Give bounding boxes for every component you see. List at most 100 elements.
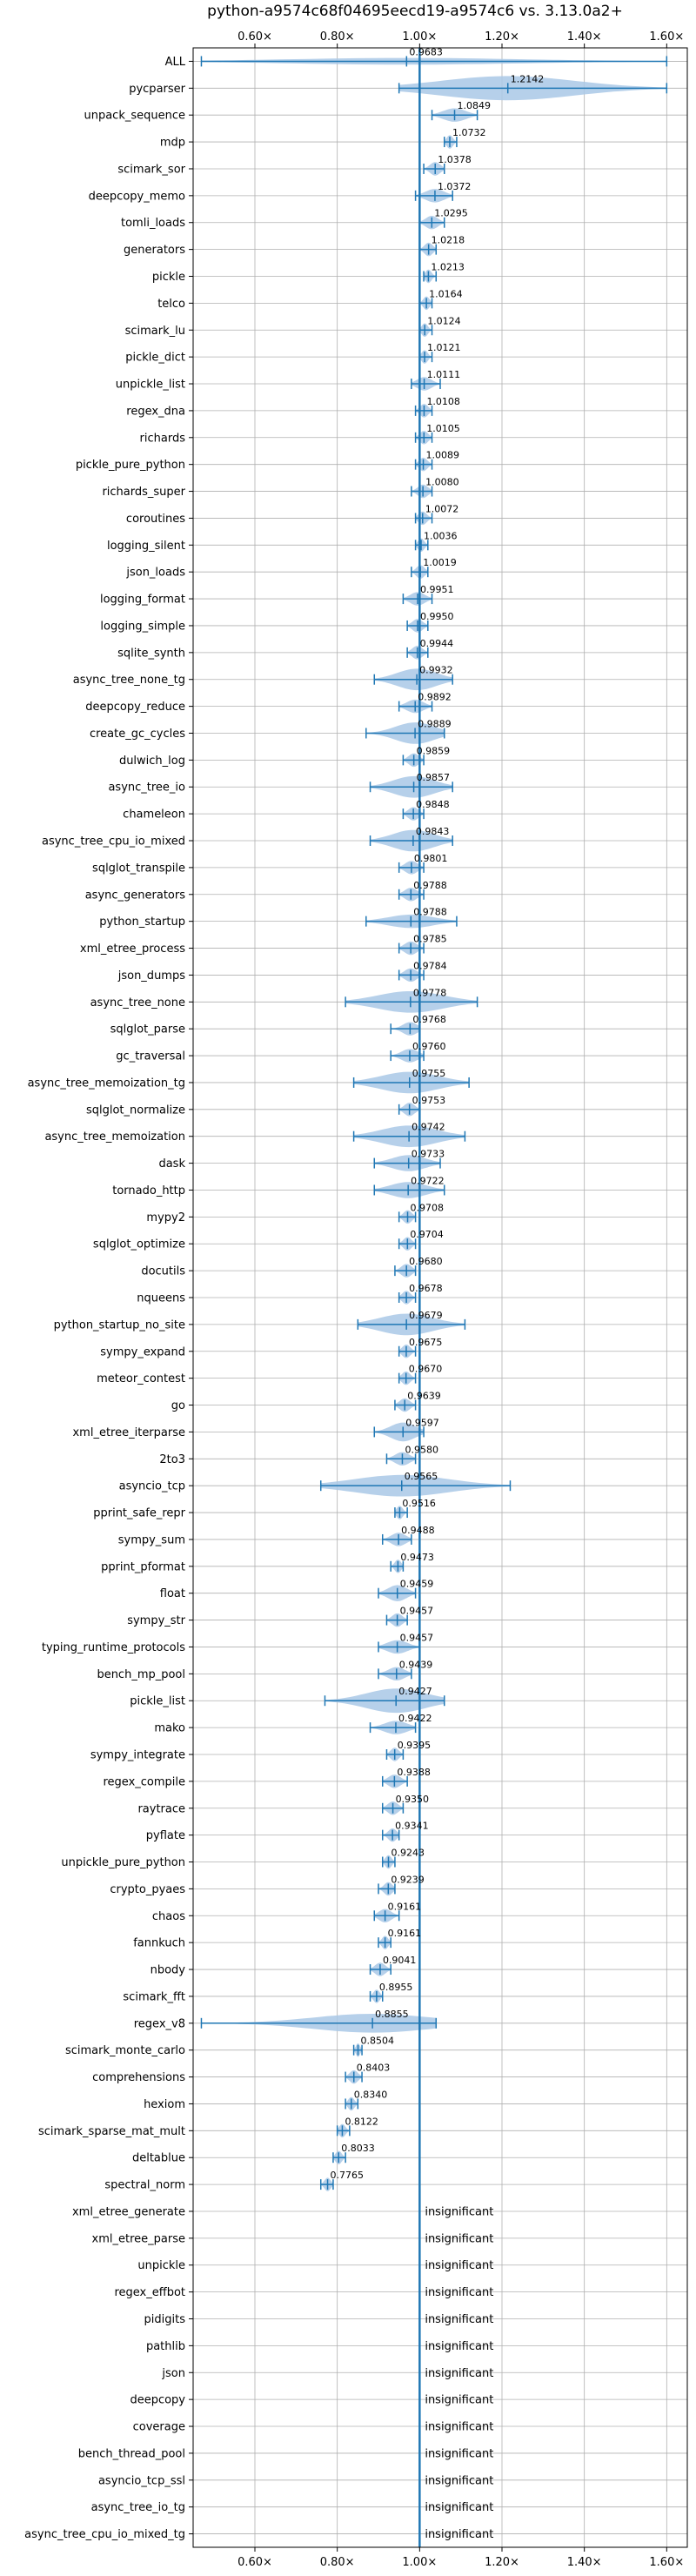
benchmark-label: sympy_expand (100, 1345, 185, 1358)
benchmark-label: scimark_sor (117, 163, 185, 176)
x-tick-label-top: 1.60× (649, 30, 684, 44)
value-label: 0.9784 (413, 960, 447, 971)
value-label: 0.9427 (398, 1686, 432, 1697)
benchmark-label: python_startup (99, 916, 185, 929)
x-tick-label-bottom: 0.60× (238, 2556, 272, 2569)
value-label: 1.0072 (425, 503, 459, 514)
benchmark-label: spectral_norm (104, 2179, 185, 2192)
value-label: 0.9753 (412, 1095, 445, 1106)
benchmark-label: asyncio_tcp_ssl (98, 2474, 185, 2487)
x-tick-label-bottom: 1.00× (402, 2556, 437, 2569)
benchmark-label: logging_simple (100, 620, 185, 633)
benchmark-label: scimark_fft (123, 1990, 185, 2003)
insignificant-label: insignificant (425, 2286, 493, 2299)
benchmark-label: pprint_pformat (101, 1560, 185, 1573)
benchmark-label: pickle (152, 271, 185, 284)
value-label: 0.9459 (400, 1579, 434, 1590)
value-label: 0.9675 (409, 1337, 443, 1348)
benchmark-label: logging_format (100, 594, 185, 607)
value-label: 0.9843 (416, 826, 449, 837)
insignificant-label: insignificant (425, 2501, 493, 2514)
value-label: 1.0295 (434, 208, 467, 219)
benchmark-label: dask (158, 1157, 185, 1171)
value-label: 0.9755 (412, 1068, 446, 1079)
benchmark-label: pickle_pure_python (76, 459, 185, 472)
benchmark-label: scimark_sparse_mat_mult (38, 2125, 185, 2138)
value-label: 0.8504 (361, 2036, 395, 2047)
benchmark-label: xml_etree_parse (92, 2232, 185, 2245)
insignificant-label: insignificant (425, 2421, 493, 2434)
benchmark-label: json_dumps (117, 969, 185, 983)
grid (189, 44, 687, 2552)
value-label: 0.9161 (388, 1901, 422, 1912)
benchmark-label: regex_compile (103, 1775, 185, 1788)
benchmark-label: python_startup_no_site (54, 1318, 185, 1332)
chart-title: python-a9574c68f04695eecd19-a9574c6 vs. … (207, 3, 623, 20)
benchmark-label: 2to3 (159, 1453, 185, 1466)
benchmark-label: xml_etree_iterparse (72, 1426, 185, 1439)
x-tick-label-top: 1.00× (402, 30, 437, 44)
benchmark-label: async_tree_none (90, 996, 185, 1010)
benchmark-label: coverage (133, 2421, 185, 2434)
benchmark-label: richards_super (102, 486, 185, 499)
benchmark-label: pathlib (146, 2340, 185, 2353)
value-label: 0.9488 (401, 1525, 435, 1536)
x-tick-label-top: 1.20× (485, 30, 519, 44)
value-label: 0.9778 (413, 987, 446, 998)
benchmark-label: regex_dna (126, 405, 185, 418)
benchmark-label: pidigits (144, 2313, 186, 2326)
benchmark-label: async_tree_cpu_io_mixed (42, 835, 185, 849)
value-label: 0.9760 (412, 1041, 446, 1052)
benchmark-label: regex_v8 (134, 2017, 185, 2030)
value-label: 0.9932 (419, 665, 452, 676)
benchmark-label: async_generators (85, 889, 186, 902)
benchmark-label: sqlglot_transpile (92, 862, 185, 875)
benchmark-label: sqlite_synth (117, 647, 185, 660)
benchmark-label: json (161, 2367, 185, 2380)
insignificant-label: insignificant (425, 2259, 493, 2272)
value-label: 0.9683 (409, 46, 443, 57)
value-label: 0.9848 (416, 799, 450, 810)
value-label: 0.9422 (398, 1713, 432, 1724)
value-label: 0.9951 (420, 584, 454, 595)
value-label: 0.9722 (411, 1175, 445, 1186)
plot-area-frame (192, 47, 688, 2548)
value-label: 0.9788 (413, 907, 447, 918)
benchmark-label: sympy_str (127, 1614, 185, 1627)
benchmark-label: asyncio_tcp (119, 1480, 185, 1493)
value-label: 1.0036 (424, 530, 458, 541)
value-label: 0.9639 (407, 1391, 441, 1402)
value-label: 1.0378 (438, 154, 472, 165)
benchmark-label: crypto_pyaes (110, 1883, 185, 1896)
x-tick-label-bottom: 1.40× (567, 2556, 602, 2569)
benchmark-label: ALL (165, 56, 186, 69)
value-label: 1.0108 (426, 396, 459, 407)
value-label: 1.0218 (432, 235, 465, 246)
benchmark-label: generators (124, 244, 185, 257)
benchmark-label: richards (140, 432, 186, 445)
value-label: 0.9859 (417, 745, 450, 756)
value-label: 0.9341 (395, 1821, 429, 1832)
value-label: 0.9457 (400, 1606, 434, 1617)
benchmark-label: float (160, 1587, 185, 1600)
value-label: 0.9041 (383, 1955, 417, 1966)
benchmark-label: bench_thread_pool (78, 2447, 185, 2460)
benchmark-label: fannkuch (133, 1937, 185, 1950)
value-label: 0.9670 (409, 1364, 443, 1375)
benchmark-label: deepcopy (130, 2394, 185, 2407)
value-label: 0.9785 (413, 934, 447, 945)
benchmark-label: deepcopy_memo (89, 190, 185, 203)
benchmark-label: unpickle_pure_python (61, 1856, 185, 1869)
benchmark-label: tomli_loads (121, 217, 185, 230)
benchmark-label: deltablue (132, 2152, 185, 2165)
benchmark-label: mako (154, 1722, 185, 1735)
value-label: 1.0080 (425, 477, 459, 488)
benchmark-label: chameleon (123, 808, 185, 822)
benchmark-label: sqlglot_normalize (86, 1104, 185, 1117)
benchmark-label: async_tree_memoization (44, 1130, 185, 1144)
value-label: 0.8855 (375, 2009, 409, 2020)
benchmark-label: nbody (151, 1964, 186, 1977)
benchmark-label: typing_runtime_protocols (42, 1641, 185, 1654)
